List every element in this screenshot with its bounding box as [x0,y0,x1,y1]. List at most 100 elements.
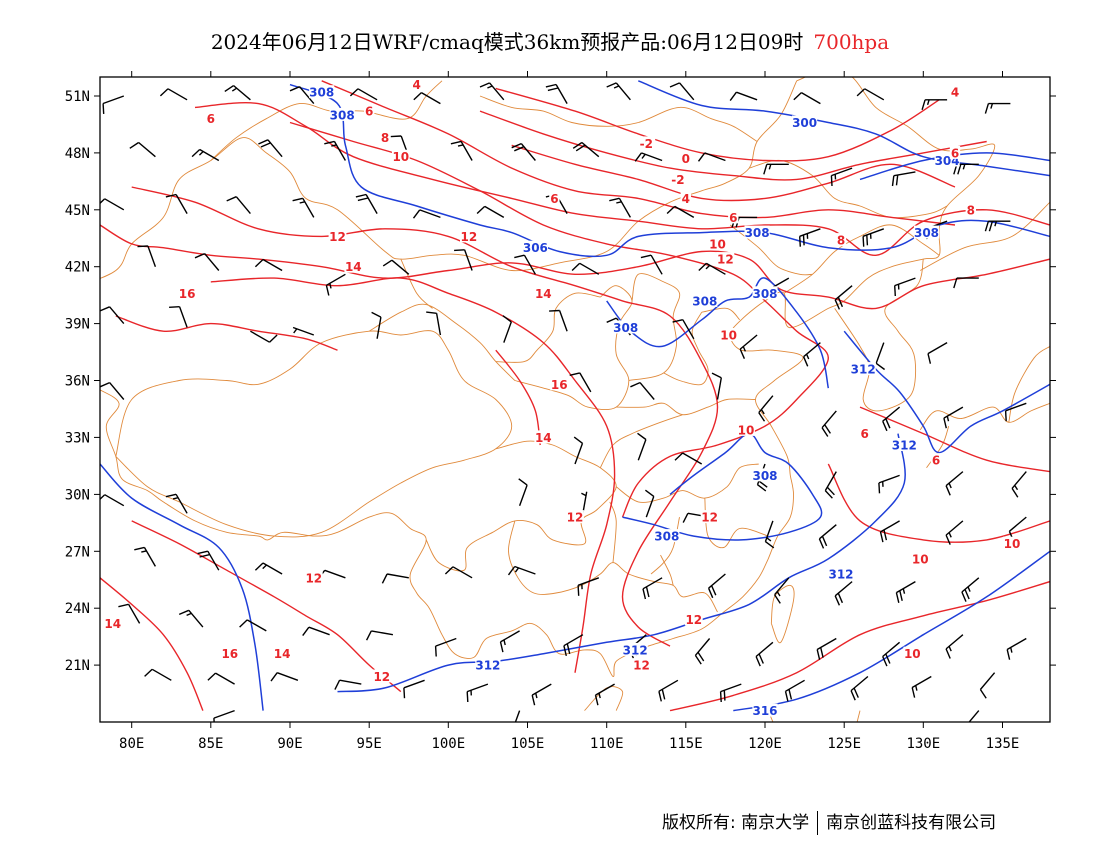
wind-barb [875,342,886,371]
boundary-line [115,330,513,538]
wind-barb [137,245,157,267]
contour-label: 16 [221,647,238,661]
wind-barb [254,562,283,575]
contour-label-bg [850,362,876,376]
title-level: 700hpa [813,30,890,54]
contour-label: 12 [461,230,478,244]
wind-barb [921,99,948,111]
lon-tick-label: 95E [357,736,382,752]
boundary-line [609,501,617,563]
contour-label-bg [792,115,818,129]
contour-label-bg [622,642,648,656]
boundary-line [368,303,516,381]
wind-barb [292,197,315,218]
contour-label-bg [632,658,651,672]
boundary-line [508,520,718,613]
contour-label: 6 [729,211,737,225]
isotherm-line [479,110,987,181]
contour-label-bg [309,85,335,99]
contour-label: 10 [392,150,409,164]
wind-barb [476,205,505,219]
footer-separator [817,811,819,835]
isotherm-line [100,577,204,711]
wind-barb [258,139,283,158]
contour-label-bg [460,229,478,243]
boundary-line [663,311,709,386]
isotherm-line [194,102,1050,257]
wind-barb [882,641,901,667]
wind-barb [816,637,837,660]
contour-label: 308 [654,530,679,544]
contour-label-bg [680,151,691,165]
wind-barb [118,603,141,624]
wind-barb [821,410,837,437]
contour-label: 6 [861,427,869,441]
wind-barb [945,520,964,545]
wind-barb [571,262,600,275]
contour-label-bg [716,252,735,266]
wind-barb [764,520,775,549]
wind-barb [739,334,758,359]
contour-label-bg [752,703,778,717]
boundary-line [704,498,769,549]
boundary-line [599,414,683,469]
wind-barb [1006,637,1027,660]
contour-label-bg [654,529,680,543]
contour-label: 308 [745,226,770,240]
lon-tick-label: 80E [119,736,144,752]
wind-barb [569,372,592,393]
contour-label: 12 [701,511,718,525]
isotherm-line [669,580,1050,712]
contour-label: 312 [475,659,500,673]
wind-barb [454,249,473,271]
lon-tick-label: 115E [669,736,703,752]
wind-barb [349,88,378,101]
wind-barb [239,619,267,632]
wind-barb [224,85,251,101]
contour-label: 14 [345,260,362,274]
wind-barb [961,577,980,602]
contour-label-bg [549,191,560,205]
contour-label-bg [534,430,553,444]
wind-barb [882,406,901,432]
height-contour-line [622,432,823,541]
wind-barb [382,259,410,275]
wind-barb [444,566,473,579]
contour-label-bg [220,646,239,660]
contour-label-bg [913,225,940,239]
wind-barb [412,209,441,219]
contour-label-bg [391,149,410,163]
contour-label-bg [669,172,687,186]
boundary-line [584,686,624,711]
contour-label-bg [613,320,639,334]
wind-barb [577,577,600,596]
isotherm-line [859,406,1050,473]
wind-barb [270,672,299,682]
contour-label-bg [364,104,375,118]
wind-barb [834,285,853,310]
contour-label: 16 [551,378,568,392]
contour-label: 312 [851,363,876,377]
isotherm-line [131,520,402,693]
isotherm-line [131,186,719,647]
wind-barb [802,342,821,367]
wind-barb [371,311,382,339]
isotherm-line [827,463,1050,543]
wind-barb [226,196,251,215]
wind-barb [630,381,655,400]
lon-tick-label: 90E [277,736,302,752]
wind-barb [289,86,315,105]
contour-label-bg [719,328,738,341]
contour-label: 6 [550,192,558,206]
boundary-line [919,402,1050,431]
wind-barb [514,254,537,275]
wind-barb [698,262,726,275]
wind-barb [895,580,916,603]
wind-barb [830,167,853,187]
contour-label: 300 [792,116,817,130]
wind-barb [302,626,330,637]
wind-barb [191,148,220,162]
boundary-line [616,398,756,416]
contour-label: 8 [967,203,975,217]
